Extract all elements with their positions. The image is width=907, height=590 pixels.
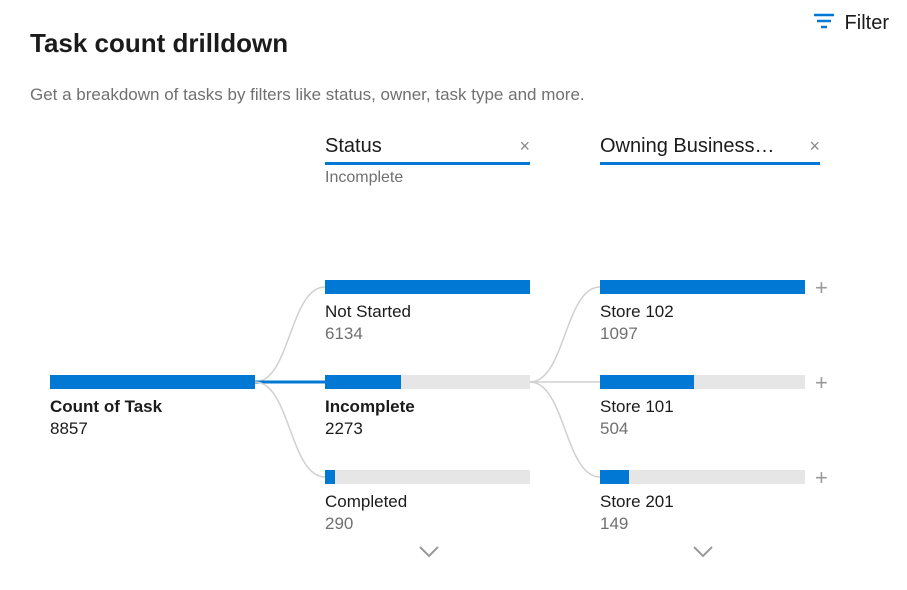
node-label: Store 201 <box>600 492 805 512</box>
bar-track <box>600 280 805 294</box>
filter-button[interactable]: Filter <box>813 12 889 35</box>
node-label: Store 101 <box>600 397 805 417</box>
status-node-not-started[interactable]: Not Started 6134 <box>325 280 530 344</box>
page-title: Task count drilldown <box>30 28 877 59</box>
status-node-incomplete[interactable]: Incomplete 2273 <box>325 375 530 439</box>
column-header-status[interactable]: Status × <box>325 135 530 165</box>
column-header-label: Owning Business… <box>600 135 775 158</box>
close-icon[interactable]: × <box>511 136 530 157</box>
bar-fill <box>325 375 401 389</box>
status-node-completed[interactable]: Completed 290 <box>325 470 530 534</box>
expand-icon[interactable]: + <box>815 372 828 394</box>
node-label: Count of Task <box>50 397 255 417</box>
column-header-owning-business[interactable]: Owning Business… × <box>600 135 820 165</box>
bar-track <box>600 470 805 484</box>
drilldown-chart: Status × Incomplete Owning Business… × C… <box>30 135 880 575</box>
node-value: 8857 <box>50 419 255 439</box>
bar-fill <box>50 375 255 389</box>
node-label: Store 102 <box>600 302 805 322</box>
bar-track <box>600 375 805 389</box>
node-value: 2273 <box>325 419 530 439</box>
node-value: 6134 <box>325 324 530 344</box>
bar-track <box>50 375 255 389</box>
expand-icon[interactable]: + <box>815 467 828 489</box>
node-value: 149 <box>600 514 805 534</box>
bar-fill <box>600 470 629 484</box>
bar-fill <box>325 470 335 484</box>
page-subtitle: Get a breakdown of tasks by filters like… <box>0 85 907 105</box>
node-label: Completed <box>325 492 530 512</box>
column-subheader-status: Incomplete <box>325 169 403 187</box>
expand-icon[interactable]: + <box>815 277 828 299</box>
node-label: Incomplete <box>325 397 530 417</box>
node-value: 1097 <box>600 324 805 344</box>
filter-label: Filter <box>845 12 889 35</box>
chevron-down-icon[interactable] <box>692 545 714 564</box>
node-value: 290 <box>325 514 530 534</box>
node-label: Not Started <box>325 302 530 322</box>
bar-fill <box>600 375 694 389</box>
bar-track <box>325 375 530 389</box>
bar-track <box>325 280 530 294</box>
store-node-101[interactable]: Store 101 504 <box>600 375 805 439</box>
column-header-label: Status <box>325 135 382 158</box>
bar-fill <box>600 280 805 294</box>
root-node[interactable]: Count of Task 8857 <box>50 375 255 439</box>
store-node-102[interactable]: Store 102 1097 <box>600 280 805 344</box>
bar-track <box>325 470 530 484</box>
store-node-201[interactable]: Store 201 149 <box>600 470 805 534</box>
close-icon[interactable]: × <box>801 136 820 157</box>
chevron-down-icon[interactable] <box>418 545 440 564</box>
bar-fill <box>325 280 530 294</box>
filter-icon <box>813 12 835 35</box>
node-value: 504 <box>600 419 805 439</box>
